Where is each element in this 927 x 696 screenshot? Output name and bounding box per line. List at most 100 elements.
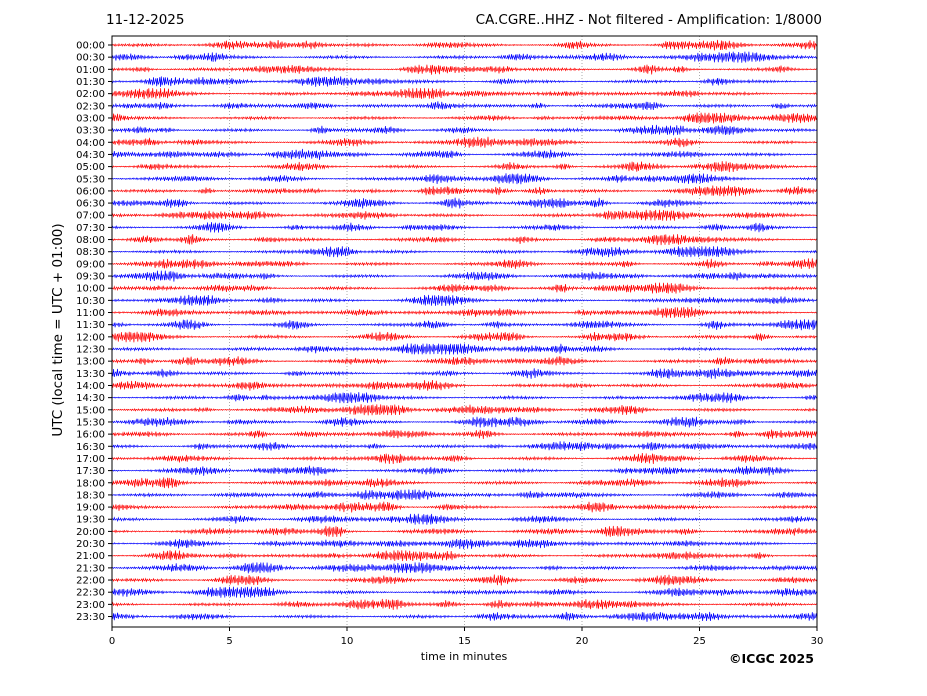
y-tick-label: 08:00 xyxy=(76,235,105,246)
y-tick-label: 22:30 xyxy=(76,588,105,599)
y-tick-label: 08:30 xyxy=(76,247,105,258)
trace-1400 xyxy=(111,379,818,391)
x-tick-label: 25 xyxy=(693,636,706,647)
trace-1000 xyxy=(111,282,818,294)
plot-date: 11-12-2025 xyxy=(106,12,185,28)
trace-2200 xyxy=(111,574,818,586)
y-tick-label: 15:30 xyxy=(76,417,105,428)
y-tick-label: 02:30 xyxy=(76,101,105,112)
y-tick-label: 02:00 xyxy=(76,89,105,100)
grid-lines xyxy=(229,36,700,627)
x-tick-label: 10 xyxy=(341,636,354,647)
y-tick-label: 07:30 xyxy=(76,223,105,234)
y-tick-label: 20:00 xyxy=(76,527,105,538)
trace-0430 xyxy=(111,148,818,160)
trace-1630 xyxy=(111,441,818,452)
y-tick-label: 23:30 xyxy=(76,612,105,623)
y-tick-label: 07:00 xyxy=(76,211,105,222)
copyright: ©ICGC 2025 xyxy=(729,651,814,666)
trace-0800 xyxy=(111,234,818,246)
trace-1530 xyxy=(111,416,818,428)
y-tick-label: 21:00 xyxy=(76,551,105,562)
trace-0400 xyxy=(111,136,818,148)
trace-2230 xyxy=(111,586,818,598)
trace-1800 xyxy=(111,477,818,489)
y-tick-label: 06:30 xyxy=(76,199,105,210)
y-tick-label: 20:30 xyxy=(76,539,105,550)
trace-1700 xyxy=(111,452,818,464)
y-tick-label: 19:00 xyxy=(76,503,105,514)
trace-0930 xyxy=(111,270,818,282)
trace-1300 xyxy=(111,356,818,366)
y-tick-label: 16:00 xyxy=(76,430,105,441)
trace-2330 xyxy=(111,611,818,622)
y-tick-label: 09:00 xyxy=(76,259,105,270)
y-tick-label: 01:30 xyxy=(76,77,105,88)
trace-1200 xyxy=(111,331,818,343)
y-tick-label: 04:00 xyxy=(76,138,105,149)
trace-0900 xyxy=(111,258,818,270)
y-tick-label: 21:30 xyxy=(76,563,105,574)
x-tick-label: 0 xyxy=(109,636,115,647)
trace-0130 xyxy=(111,76,818,87)
trace-2000 xyxy=(111,525,818,537)
y-tick-label: 18:30 xyxy=(76,490,105,501)
trace-0100 xyxy=(111,64,818,75)
y-tick-label: 00:30 xyxy=(76,53,105,64)
y-tick-label: 12:00 xyxy=(76,332,105,343)
trace-1100 xyxy=(111,307,818,319)
seismic-traces xyxy=(111,39,818,622)
x-tick-label: 30 xyxy=(811,636,824,647)
trace-0530 xyxy=(111,173,818,185)
plot-title: CA.CGRE..HHZ - Not filtered - Amplificat… xyxy=(475,12,822,28)
trace-0600 xyxy=(111,185,818,197)
trace-0500 xyxy=(111,161,818,173)
trace-0030 xyxy=(111,51,818,63)
trace-2300 xyxy=(111,598,818,610)
y-tick-label: 10:30 xyxy=(76,296,105,307)
trace-0000 xyxy=(111,39,818,51)
x-tick-label: 15 xyxy=(458,636,471,647)
y-tick-label: 06:00 xyxy=(76,186,105,197)
trace-1430 xyxy=(111,392,818,404)
x-axis-label: time in minutes xyxy=(420,650,508,663)
y-tick-label: 01:00 xyxy=(76,65,105,76)
plot-frame xyxy=(111,35,818,628)
trace-1830 xyxy=(111,489,818,501)
x-tick-label: 20 xyxy=(576,636,589,647)
y-tick-label: 10:00 xyxy=(76,284,105,295)
trace-1930 xyxy=(111,513,818,525)
trace-0330 xyxy=(111,124,818,136)
y-tick-label: 19:30 xyxy=(76,515,105,526)
trace-2100 xyxy=(111,550,818,562)
y-tick-label: 03:30 xyxy=(76,126,105,137)
y-tick-label: 11:00 xyxy=(76,308,105,319)
y-tick-label: 13:00 xyxy=(76,357,105,368)
trace-1500 xyxy=(111,404,818,416)
trace-0300 xyxy=(111,112,818,124)
trace-0230 xyxy=(111,101,818,111)
y-tick-label: 05:00 xyxy=(76,162,105,173)
trace-0730 xyxy=(111,222,818,233)
trace-1130 xyxy=(111,319,818,331)
trace-1900 xyxy=(111,501,818,513)
y-tick-label: 23:00 xyxy=(76,600,105,611)
y-tick-label: 17:30 xyxy=(76,466,105,477)
y-tick-label: 14:00 xyxy=(76,381,105,392)
trace-1600 xyxy=(111,429,818,440)
trace-2130 xyxy=(111,562,818,574)
trace-1230 xyxy=(111,343,818,355)
trace-1030 xyxy=(111,294,818,306)
x-ticks: 0 5 10 15 20 25 30 xyxy=(109,627,824,647)
y-tick-label: 12:30 xyxy=(76,345,105,356)
trace-1730 xyxy=(111,465,818,476)
y-tick-label: 22:00 xyxy=(76,576,105,587)
y-tick-label: 03:00 xyxy=(76,113,105,124)
trace-1330 xyxy=(111,367,818,379)
y-tick-label: 00:00 xyxy=(76,41,105,52)
y-tick-label: 15:00 xyxy=(76,405,105,416)
y-tick-label: 05:30 xyxy=(76,174,105,185)
x-tick-label: 5 xyxy=(226,636,232,647)
y-tick-label: 14:30 xyxy=(76,393,105,404)
